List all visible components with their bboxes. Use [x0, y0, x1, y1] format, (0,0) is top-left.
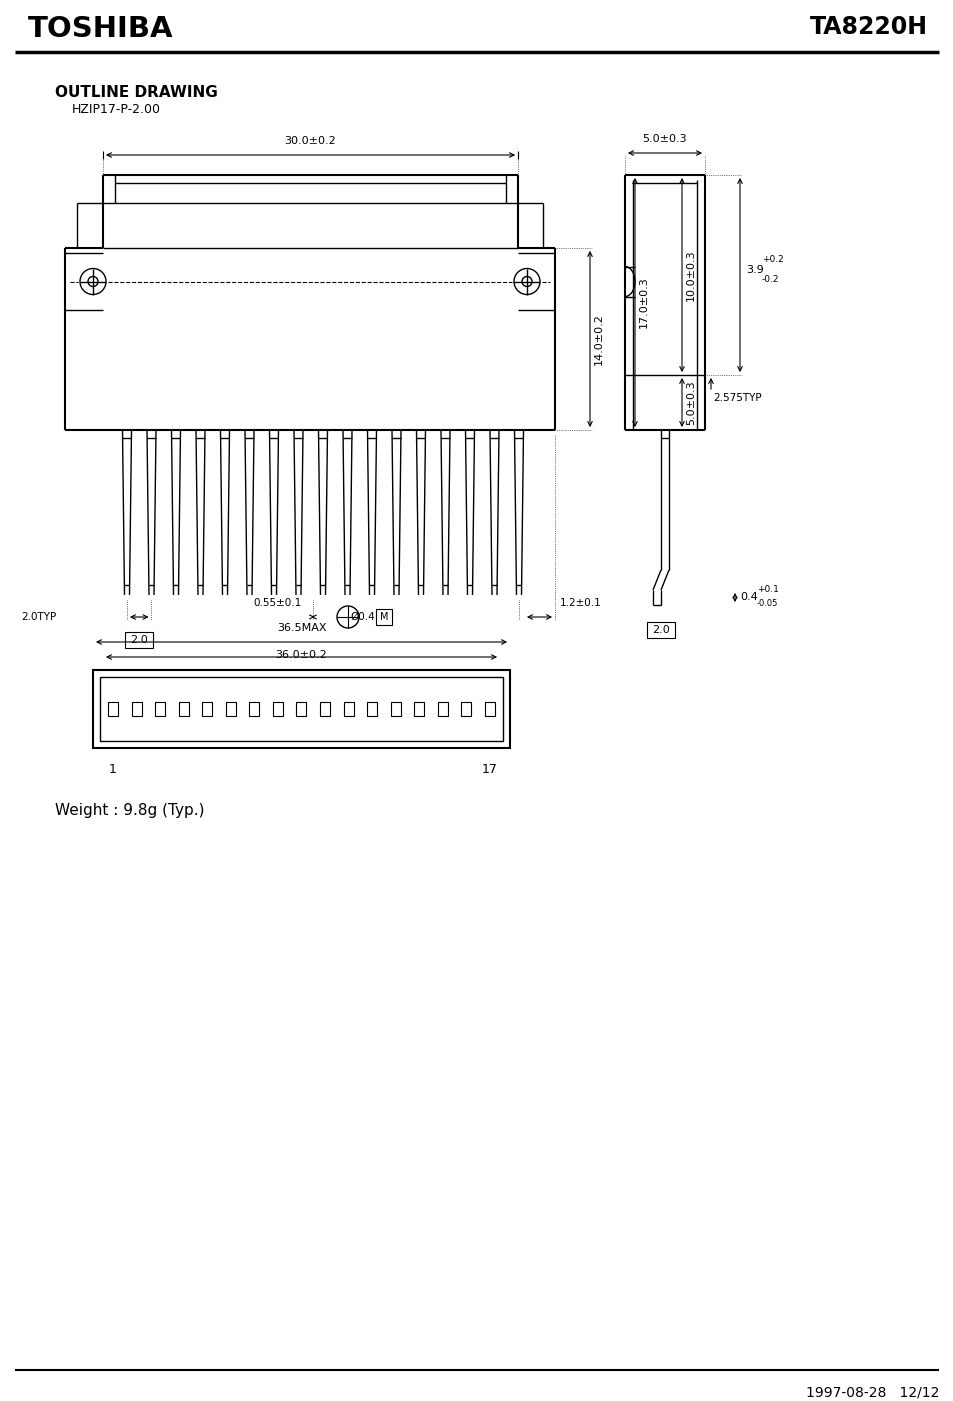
Bar — [92, 670, 510, 748]
Bar — [484, 702, 495, 716]
Bar — [155, 702, 165, 716]
Bar — [132, 702, 141, 716]
Text: -0.05: -0.05 — [757, 600, 778, 608]
Text: 2.0TYP: 2.0TYP — [22, 612, 57, 622]
Text: 2.0: 2.0 — [652, 625, 669, 635]
Bar — [296, 702, 306, 716]
Text: 3.9: 3.9 — [745, 265, 763, 275]
Text: 36.0±0.2: 36.0±0.2 — [275, 650, 327, 660]
Bar — [437, 702, 447, 716]
Text: M: M — [379, 612, 388, 622]
Bar — [202, 702, 212, 716]
Text: 0.55±0.1: 0.55±0.1 — [253, 598, 302, 608]
Bar — [273, 702, 283, 716]
Text: 1: 1 — [109, 764, 117, 776]
Text: +0.1: +0.1 — [757, 586, 778, 594]
Text: Ø0.4: Ø0.4 — [350, 612, 375, 622]
Text: 2.575TYP: 2.575TYP — [712, 394, 760, 403]
Text: -0.2: -0.2 — [761, 276, 779, 284]
Bar — [343, 702, 354, 716]
Bar — [375, 609, 392, 625]
Text: 5.0±0.3: 5.0±0.3 — [685, 380, 696, 425]
Text: HZIP17-P-2.00: HZIP17-P-2.00 — [71, 104, 161, 116]
Bar — [461, 702, 471, 716]
Text: +0.2: +0.2 — [761, 255, 783, 265]
Text: 36.5MAX: 36.5MAX — [276, 623, 326, 633]
Bar — [414, 702, 424, 716]
Bar — [125, 632, 153, 649]
Text: 17: 17 — [481, 764, 497, 776]
Text: 14.0±0.2: 14.0±0.2 — [594, 312, 603, 364]
Bar — [391, 702, 400, 716]
Bar — [646, 622, 675, 637]
Text: 2.0: 2.0 — [131, 635, 148, 644]
Bar — [226, 702, 235, 716]
Bar — [367, 702, 376, 716]
Text: 30.0±0.2: 30.0±0.2 — [284, 136, 336, 146]
Text: 1.2±0.1: 1.2±0.1 — [559, 598, 601, 608]
Bar — [319, 702, 330, 716]
Bar — [100, 677, 502, 741]
Bar — [249, 702, 259, 716]
Text: TOSHIBA: TOSHIBA — [28, 15, 173, 43]
Text: OUTLINE DRAWING: OUTLINE DRAWING — [55, 85, 217, 99]
Text: 1997-08-28   12/12: 1997-08-28 12/12 — [804, 1386, 938, 1400]
Text: 10.0±0.3: 10.0±0.3 — [685, 249, 696, 301]
Text: Weight : 9.8g (Typ.): Weight : 9.8g (Typ.) — [55, 803, 204, 818]
Text: TA8220H: TA8220H — [809, 15, 927, 39]
Bar — [178, 702, 189, 716]
Text: 5.0±0.3: 5.0±0.3 — [642, 134, 686, 144]
Text: 17.0±0.3: 17.0±0.3 — [639, 276, 648, 328]
Text: 0.4: 0.4 — [740, 593, 757, 602]
Bar — [108, 702, 118, 716]
